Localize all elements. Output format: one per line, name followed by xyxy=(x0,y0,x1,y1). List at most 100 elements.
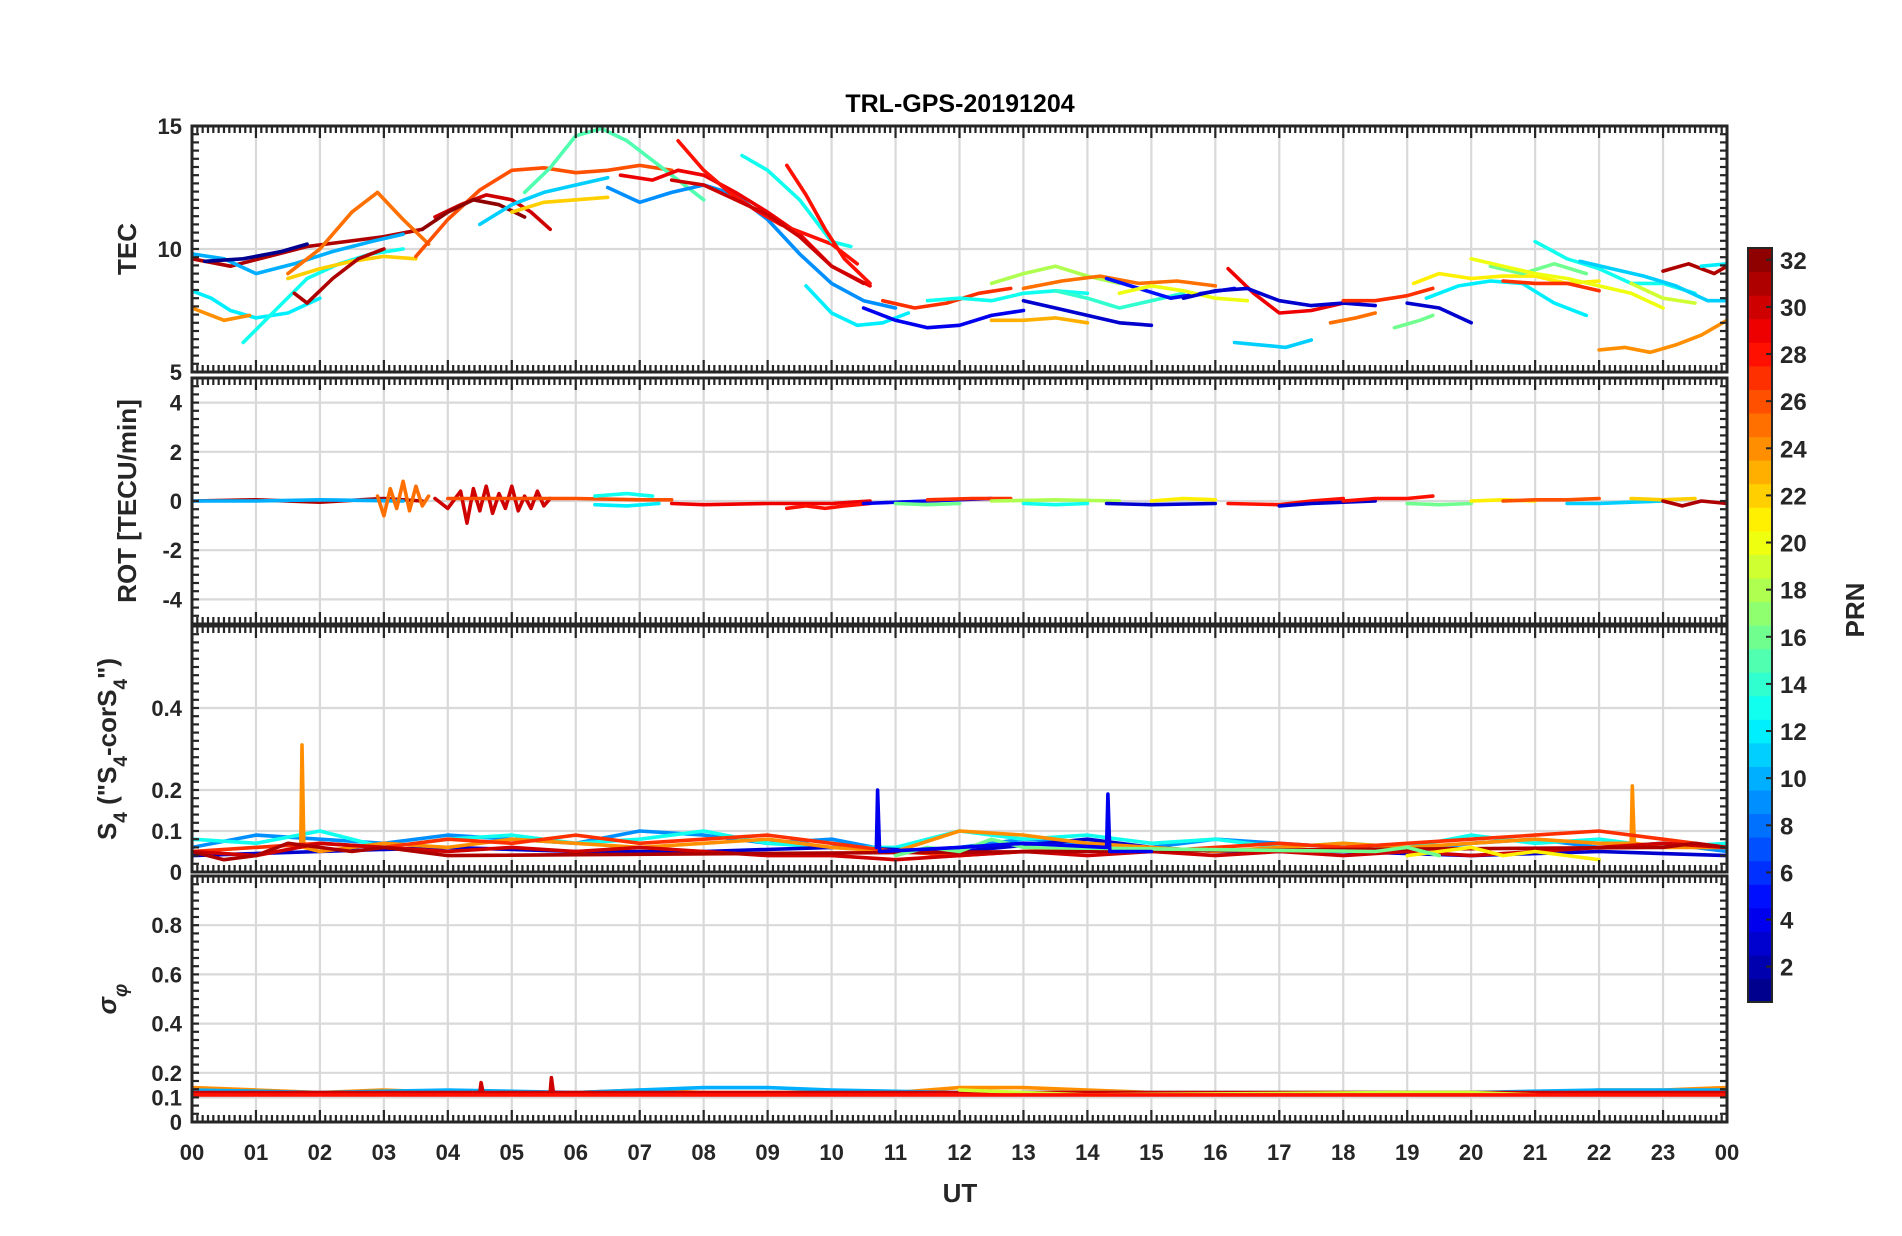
sigma_phi-y-tick-label: 0.4 xyxy=(151,1012,182,1037)
tec-series-prn-29 xyxy=(1226,266,1346,315)
s4-y-tick-label: 0.1 xyxy=(151,819,182,844)
x-tick-label: 11 xyxy=(884,1140,907,1165)
rot-series-prn-10 xyxy=(192,497,405,503)
colorbar-tick-label: 22 xyxy=(1780,483,1807,510)
rot-series-prn-21 xyxy=(1149,496,1218,503)
colorbar-segment xyxy=(1748,318,1772,343)
tec-series-prn-26 xyxy=(414,163,674,259)
x-tick-label: 18 xyxy=(1331,1140,1355,1165)
rot-series-prn-26 xyxy=(445,496,674,502)
rot-series-prn-18 xyxy=(989,497,1122,503)
tec-y-tick-label: 10 xyxy=(158,237,182,262)
s4-series-prn-24 xyxy=(298,743,1727,854)
rot-series-prn-29 xyxy=(669,499,872,507)
tec-series-prn-28 xyxy=(676,139,860,266)
x-tick-label: 22 xyxy=(1587,1140,1611,1165)
colorbar-tick-label: 18 xyxy=(1780,578,1807,605)
colorbar-tick-label: 24 xyxy=(1780,436,1807,463)
rot-series-group xyxy=(192,479,1727,525)
tec-series-prn-28 xyxy=(784,163,872,286)
rot-series-prn-28 xyxy=(1226,496,1346,507)
tec-series-prn-30 xyxy=(669,178,866,286)
rot-series-prn-26 xyxy=(1501,496,1601,503)
tec-series-prn-22 xyxy=(286,254,418,281)
colorbar-tick-label: 6 xyxy=(1780,860,1793,887)
s4-series-prn-4 xyxy=(874,788,1154,854)
colorbar-tick-label: 16 xyxy=(1780,625,1807,652)
sigma_phi-series-group xyxy=(192,1075,1727,1097)
tec-series-prn-16 xyxy=(1392,313,1435,330)
colorbar-tick-label: 20 xyxy=(1780,531,1807,558)
panel-s4: 0 0.1 0.2 0.4 S4 ("S4-corS4") xyxy=(92,624,1729,885)
tec-series-prn-22 xyxy=(509,195,610,214)
x-tick-label: 20 xyxy=(1459,1140,1483,1165)
colorbar-tick-label: 12 xyxy=(1780,719,1807,746)
colorbar-segment xyxy=(1748,460,1772,485)
tec-series-prn-31 xyxy=(292,247,386,305)
rot-series-prn-11 xyxy=(1565,499,1665,506)
tec-series-prn-1 xyxy=(203,242,309,264)
colorbar-segment xyxy=(1748,412,1772,438)
x-tick-label: 02 xyxy=(308,1140,332,1165)
tec-series-prn-23 xyxy=(989,316,1090,325)
x-tick-label: 05 xyxy=(500,1140,524,1165)
tec-series-prn-31 xyxy=(192,227,425,269)
tec-series-prn-15 xyxy=(522,126,706,202)
colorbar-tick-label: 4 xyxy=(1780,908,1794,935)
rot-series-prn-16 xyxy=(893,501,962,507)
rot-series-prn-13 xyxy=(593,491,655,498)
colorbar-segment xyxy=(1748,648,1772,673)
tec-series-group xyxy=(192,126,1727,355)
rot-series-prn-28 xyxy=(784,501,872,511)
x-tick-label: 00 xyxy=(1715,1140,1739,1165)
colorbar-tick-label: 28 xyxy=(1780,342,1807,369)
tec-series-prn-12 xyxy=(1699,261,1727,269)
tec-series-prn-11 xyxy=(477,175,610,227)
sigma_phi-y-tick-label: 0.2 xyxy=(151,1061,182,1086)
rot-series-prn-30 xyxy=(433,484,553,525)
panel-rot: -4 -2 0 2 4 ROT [TECU/min] xyxy=(112,376,1729,626)
rot-y-tick-label: 4 xyxy=(170,391,183,416)
s4-y-tick-label: 0.4 xyxy=(151,696,182,721)
tec-series-prn-25 xyxy=(286,190,431,276)
tec-y-tick-label: 15 xyxy=(158,114,182,139)
colorbar-segment xyxy=(1748,271,1772,296)
sigma_phi-y-tick-label: 0.1 xyxy=(151,1085,182,1110)
x-tick-label: 19 xyxy=(1395,1140,1419,1165)
rot-series-prn-3 xyxy=(1104,501,1218,507)
sigma_phi-y-axis-label: σφ xyxy=(92,984,132,1015)
x-tick-label: 21 xyxy=(1523,1140,1547,1165)
colorbar-tick-label: 30 xyxy=(1780,295,1807,322)
x-tick-label: 13 xyxy=(1011,1140,1035,1165)
colorbar-tick-label: 14 xyxy=(1780,672,1807,699)
tec-series-prn-20 xyxy=(1117,284,1250,303)
x-tick-label: 15 xyxy=(1139,1140,1163,1165)
tec-series-prn-4 xyxy=(861,306,1026,330)
x-tick-label: 09 xyxy=(755,1140,779,1165)
colorbar-segment xyxy=(1748,601,1772,626)
x-tick-label: 06 xyxy=(564,1140,588,1165)
rot-series-prn-13 xyxy=(1021,501,1090,507)
x-tick-label: 12 xyxy=(947,1140,971,1165)
tec-series-prn-24 xyxy=(1597,318,1727,355)
rot-series-prn-25 xyxy=(375,479,431,518)
tec-series-prn-25 xyxy=(1328,311,1377,325)
tec-y-tick-label: 5 xyxy=(170,360,182,385)
sigma_phi-y-tick-label: 0.6 xyxy=(151,962,182,987)
x-tick-label: 01 xyxy=(244,1140,268,1165)
x-tick-label: 14 xyxy=(1075,1140,1100,1165)
s4-series-prn-21 xyxy=(1405,845,1601,862)
tec-series-prn-11 xyxy=(1578,259,1727,303)
x-tick-label: 00 xyxy=(180,1140,204,1165)
rot-y-tick-label: -2 xyxy=(162,538,182,563)
colorbar-segment xyxy=(1748,507,1772,532)
tec-series-prn-18 xyxy=(989,264,1122,286)
s4-series-prn-30 xyxy=(192,841,1727,862)
rot-series-prn-28 xyxy=(1341,494,1435,503)
x-tick-label: 08 xyxy=(691,1140,715,1165)
colorbar-segment xyxy=(1748,931,1772,956)
rot-series-prn-31 xyxy=(1661,499,1727,508)
x-tick-label: 17 xyxy=(1267,1140,1291,1165)
